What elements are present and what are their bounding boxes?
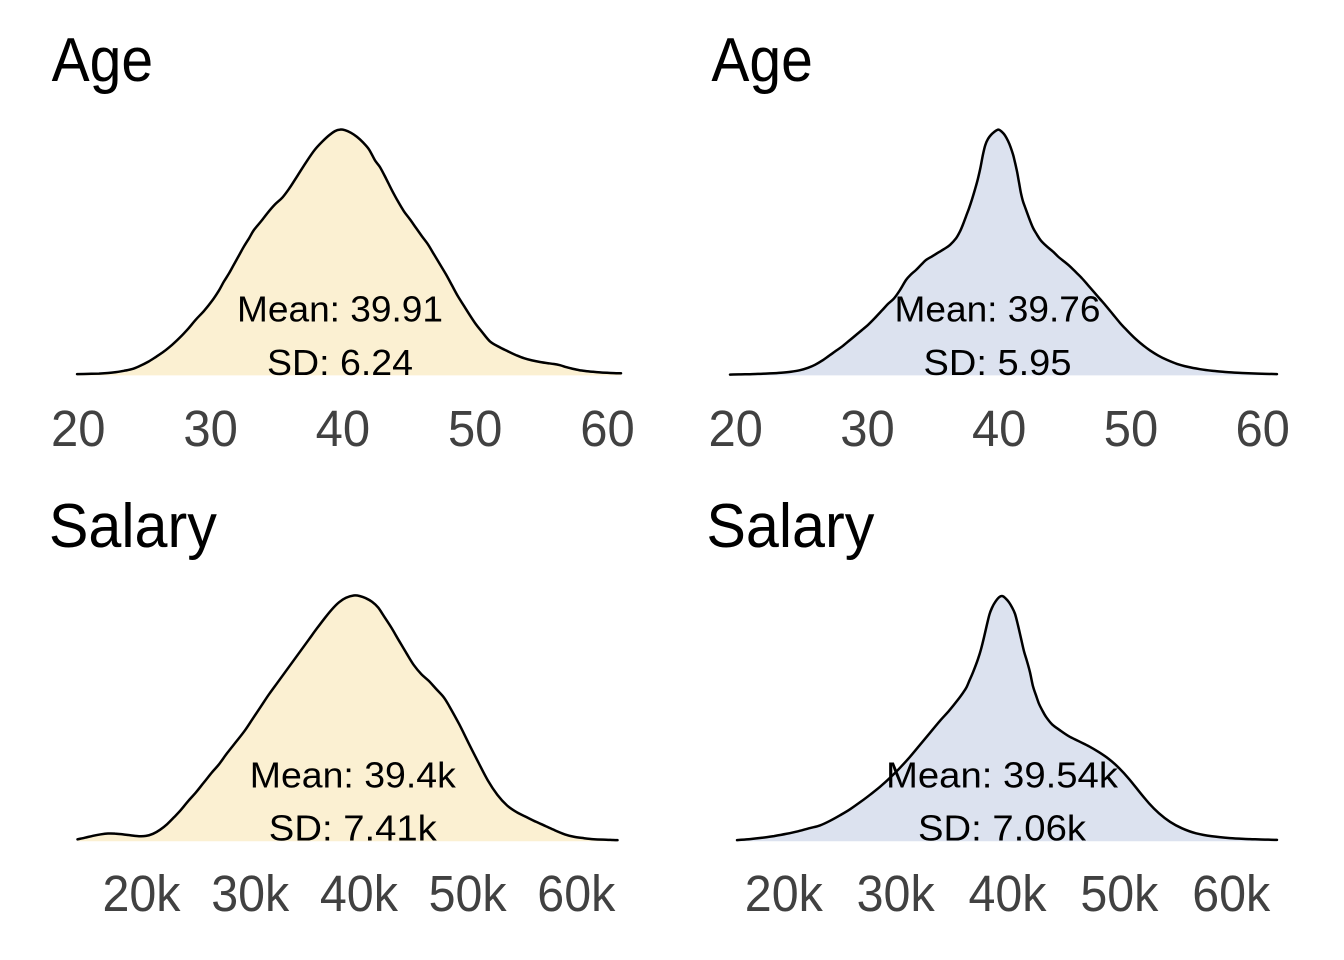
svg-text:Salary: Salary <box>706 492 874 561</box>
svg-text:SD: 5.95: SD: 5.95 <box>924 342 1072 383</box>
svg-text:60k: 60k <box>537 865 615 922</box>
svg-text:Salary: Salary <box>49 492 217 561</box>
svg-text:50k: 50k <box>429 865 507 922</box>
svg-text:30: 30 <box>840 400 895 457</box>
svg-text:Mean: 39.91: Mean: 39.91 <box>237 289 443 330</box>
svg-text:30k: 30k <box>857 865 935 922</box>
svg-text:50: 50 <box>1104 400 1159 457</box>
svg-text:Mean: 39.4k: Mean: 39.4k <box>250 755 457 796</box>
svg-text:40: 40 <box>972 400 1027 457</box>
svg-text:20k: 20k <box>103 865 181 922</box>
svg-text:SD: 7.06k: SD: 7.06k <box>918 808 1087 849</box>
svg-text:60: 60 <box>1235 400 1290 457</box>
svg-text:60k: 60k <box>1192 865 1270 922</box>
svg-text:20k: 20k <box>745 865 823 922</box>
svg-text:50: 50 <box>448 400 503 457</box>
svg-text:40: 40 <box>316 400 371 457</box>
svg-text:40k: 40k <box>320 865 398 922</box>
svg-text:Mean: 39.54k: Mean: 39.54k <box>886 755 1119 796</box>
svg-text:40k: 40k <box>969 865 1047 922</box>
svg-text:50k: 50k <box>1080 865 1158 922</box>
svg-text:30: 30 <box>183 400 238 457</box>
svg-text:60: 60 <box>580 400 635 457</box>
svg-text:30k: 30k <box>211 865 289 922</box>
svg-text:20: 20 <box>51 400 106 457</box>
svg-text:SD: 6.24: SD: 6.24 <box>267 342 413 383</box>
svg-text:SD: 7.41k: SD: 7.41k <box>269 808 438 849</box>
svg-text:20: 20 <box>708 400 763 457</box>
svg-text:Age: Age <box>711 26 813 95</box>
svg-text:Mean: 39.76: Mean: 39.76 <box>895 289 1101 330</box>
svg-text:Age: Age <box>52 26 154 95</box>
